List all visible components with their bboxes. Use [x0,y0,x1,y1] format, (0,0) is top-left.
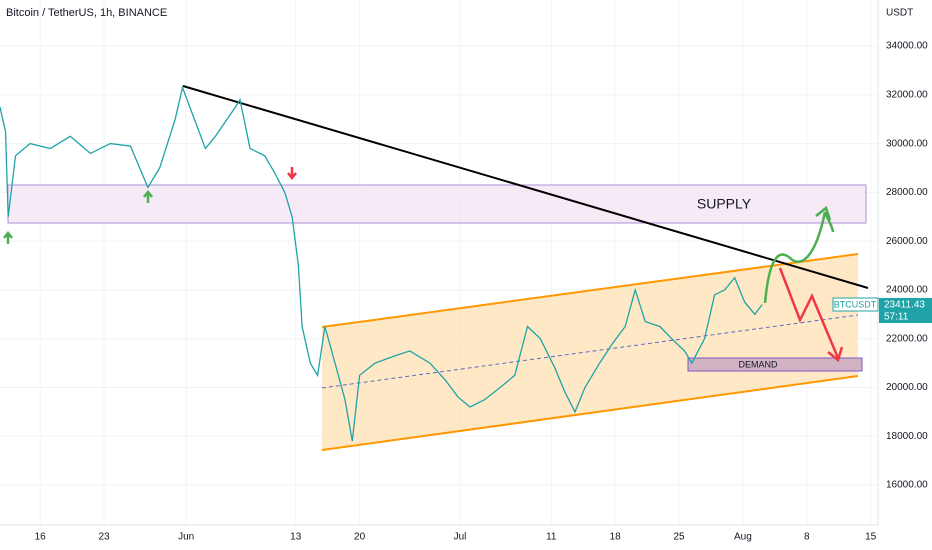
demand-zone [687,357,863,372]
bear-path [778,267,844,363]
x-tick-label: 15 [865,532,877,543]
countdown-label: 57:11 [884,312,909,323]
x-tick-label: 11 [546,532,557,543]
channel-mid [321,314,859,389]
y-tick-label: 26000.00 [886,236,928,247]
y-axis-label: USDT [886,8,913,19]
y-tick-label: 24000.00 [886,285,928,296]
x-tick-label: Jul [454,532,467,543]
up-arrow [3,230,13,244]
price-box [879,298,932,323]
demand-label: DEMAND [738,359,778,369]
y-tick-label: 22000.00 [886,333,928,344]
y-tick-label: 28000.00 [886,187,928,198]
price-label: 23411.43 [884,300,925,311]
channel-zone [322,254,858,450]
x-tick-label: 16 [35,532,47,543]
supply-zone [7,184,867,224]
down-arrow [287,167,297,181]
chart-title: Bitcoin / TetherUS, 1h, BINANCE [6,7,167,19]
x-tick-label: 20 [354,532,366,543]
x-tick-label: 23 [98,532,110,543]
x-tick-label: 8 [804,532,810,543]
x-tick-label: Jun [178,532,194,543]
y-tick-label: 16000.00 [886,480,928,491]
symbol-box [832,297,879,312]
y-tick-label: 20000.00 [886,382,928,393]
trend-line [182,85,869,289]
price-line [0,85,763,442]
x-tick-label: 25 [673,532,685,543]
bull-path [763,205,835,304]
supply-label: SUPPLY [697,196,752,212]
x-tick-label: 13 [290,532,302,543]
x-tick-label: 18 [610,532,622,543]
y-tick-label: 30000.00 [886,138,928,149]
symbol-label: BTCUSDT [834,299,877,309]
channel-bottom [321,375,859,451]
x-tick-label: Aug [734,532,752,543]
y-tick-label: 34000.00 [886,41,928,52]
y-tick-label: 32000.00 [886,89,928,100]
up-arrow [143,189,153,203]
channel-top [321,253,859,328]
y-tick-label: 18000.00 [886,431,928,442]
